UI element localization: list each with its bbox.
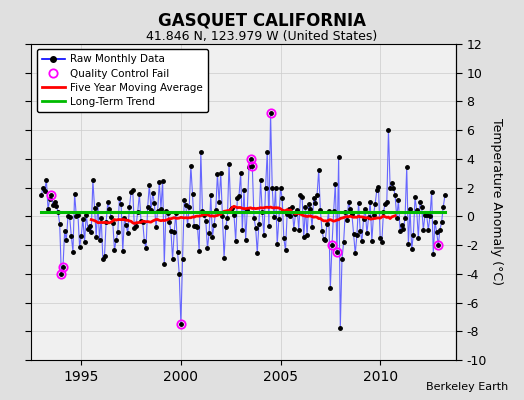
Text: Berkeley Earth: Berkeley Earth [426,382,508,392]
Text: GASQUET CALIFORNIA: GASQUET CALIFORNIA [158,12,366,30]
Y-axis label: Temperature Anomaly (°C): Temperature Anomaly (°C) [490,118,504,286]
Text: 41.846 N, 123.979 W (United States): 41.846 N, 123.979 W (United States) [146,30,378,43]
Legend: Raw Monthly Data, Quality Control Fail, Five Year Moving Average, Long-Term Tren: Raw Monthly Data, Quality Control Fail, … [37,49,208,112]
